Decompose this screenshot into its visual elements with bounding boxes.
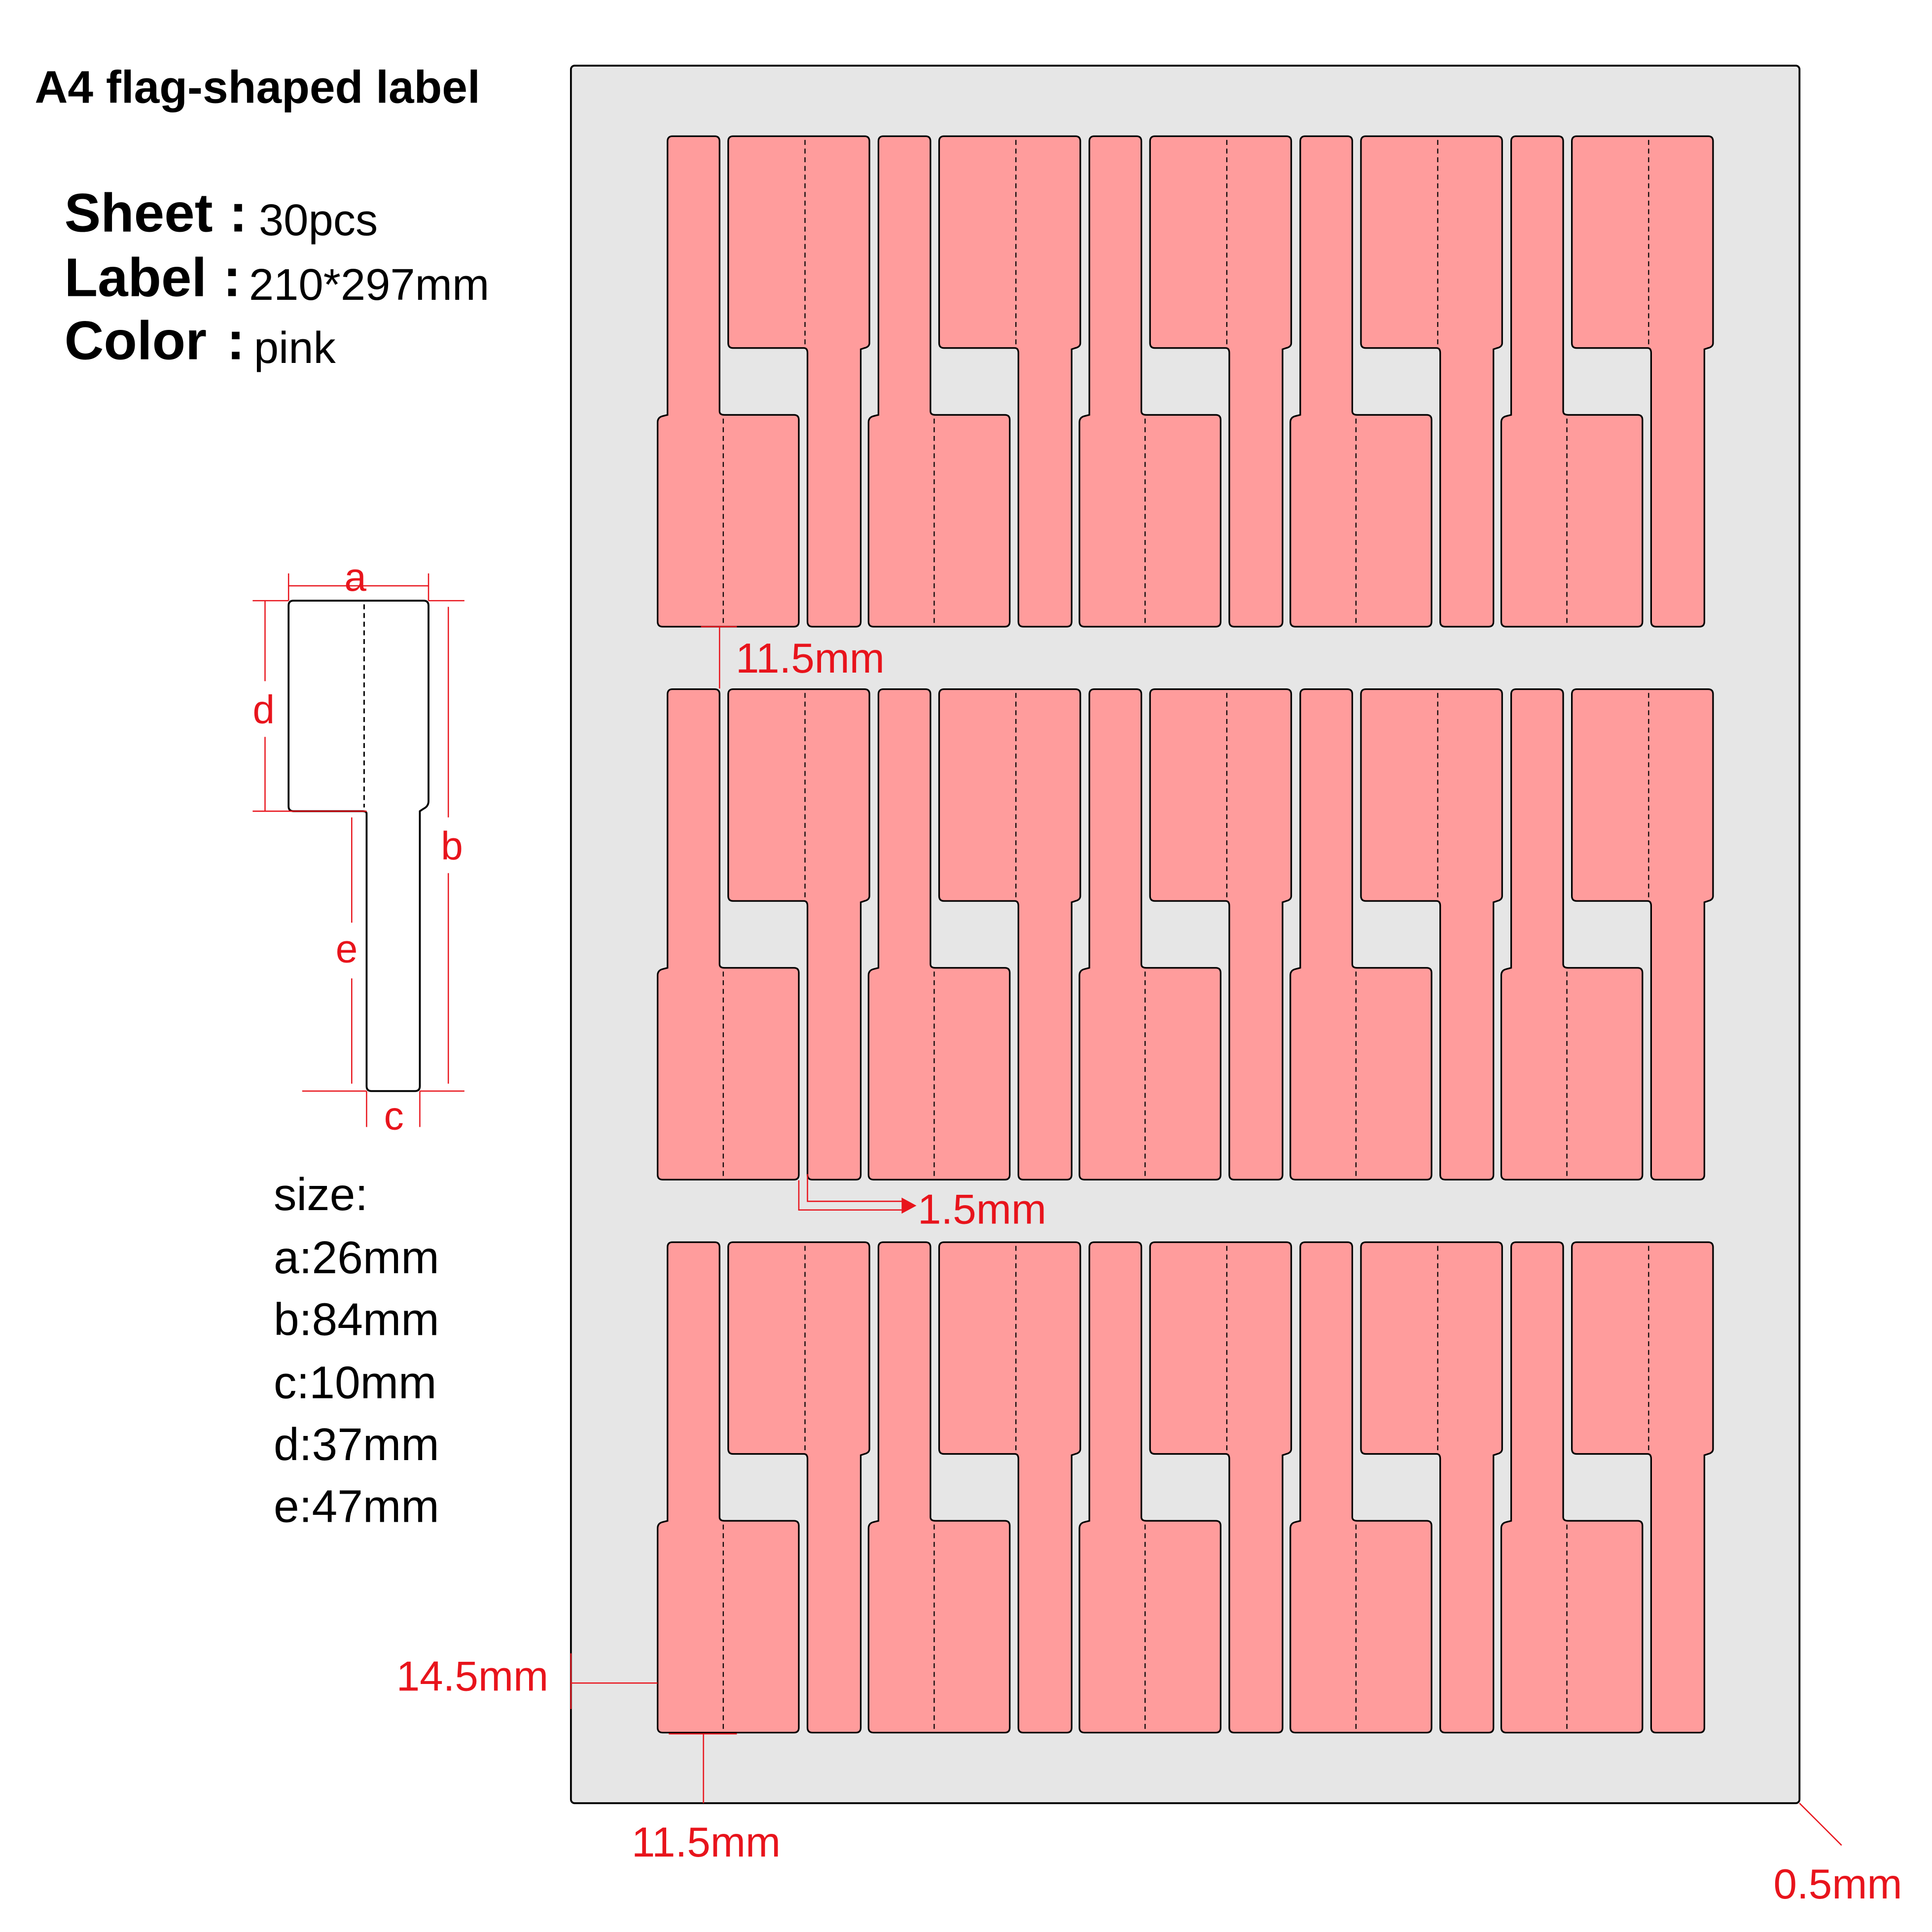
spec-key-color: Color xyxy=(65,310,207,371)
dim-c: c xyxy=(384,1094,404,1139)
dim-a: a xyxy=(344,555,366,600)
flag-label xyxy=(1360,688,1503,1181)
flag-label xyxy=(1571,1241,1714,1734)
size-list: size: a:26mm b:84mm c:10mm d:37mm e:47mm xyxy=(274,1169,439,1532)
size-heading: size: xyxy=(274,1169,368,1220)
flag-label xyxy=(1360,135,1503,628)
spec-color: Color : pink xyxy=(65,310,336,373)
dim-d: d xyxy=(252,688,275,732)
flag-label xyxy=(1289,135,1432,628)
spec-value-label: 210*297mm xyxy=(249,260,489,310)
flag-label xyxy=(1149,135,1292,628)
annotation-lines xyxy=(570,626,1842,1846)
arrow-icon xyxy=(901,1197,917,1214)
annotation-left-margin: 14.5mm xyxy=(396,1653,548,1700)
label-outline xyxy=(287,600,429,1092)
flag-label xyxy=(1500,688,1644,1181)
annotation-row-gap: 11.5mm xyxy=(736,635,885,682)
flag-label xyxy=(1149,688,1292,1181)
size-a: a:26mm xyxy=(274,1232,439,1283)
label-dimension-drawing: a d b e c xyxy=(252,555,465,1139)
annotation-label-gap: 1.5mm xyxy=(918,1186,1046,1233)
flag-label xyxy=(656,688,800,1181)
flag-label xyxy=(1571,688,1714,1181)
flag-label xyxy=(1500,1241,1644,1734)
flag-label xyxy=(1078,1241,1222,1734)
size-e: e:47mm xyxy=(274,1481,439,1532)
spec-key-label: Label xyxy=(65,247,207,308)
dimension-lines xyxy=(252,573,465,1127)
flag-label xyxy=(1149,1241,1292,1734)
annotation-bottom-margin: 11.5mm xyxy=(632,1819,781,1866)
flag-label xyxy=(1078,688,1222,1181)
flag-label xyxy=(727,688,870,1181)
spec-label: Label : 210*297mm xyxy=(65,247,490,310)
spec-value-sheet: 30pcs xyxy=(259,195,378,245)
flag-label xyxy=(727,1241,870,1734)
flag-label xyxy=(1360,1241,1503,1734)
title: A4 flag-shaped label xyxy=(35,61,480,112)
colon: : xyxy=(227,310,245,371)
flag-label xyxy=(656,135,800,628)
flag-label xyxy=(938,135,1081,628)
flag-label xyxy=(938,1241,1081,1734)
flag-label xyxy=(1289,1241,1432,1734)
flag-label xyxy=(867,1241,1011,1734)
spec-value-color: pink xyxy=(254,323,336,373)
flag-label xyxy=(1289,688,1432,1181)
labels-grid xyxy=(656,135,1714,1734)
flag-label xyxy=(1500,135,1644,628)
colon: : xyxy=(223,247,241,308)
size-d: d:37mm xyxy=(274,1419,439,1470)
spec-key-sheet: Sheet xyxy=(65,183,213,244)
flag-label xyxy=(1571,135,1714,628)
dim-e: e xyxy=(336,927,358,971)
flag-label xyxy=(867,688,1011,1181)
spec-sheet: Sheet : 30pcs xyxy=(65,183,378,246)
colon: : xyxy=(229,183,248,244)
size-c: c:10mm xyxy=(274,1357,436,1408)
annotation-corner: 0.5mm xyxy=(1774,1861,1902,1908)
flag-label xyxy=(656,1241,800,1734)
flag-label xyxy=(867,135,1011,628)
flag-label xyxy=(727,135,870,628)
dim-b: b xyxy=(441,824,463,868)
flag-label xyxy=(1078,135,1222,628)
size-b: b:84mm xyxy=(274,1293,439,1345)
flag-label xyxy=(938,688,1081,1181)
